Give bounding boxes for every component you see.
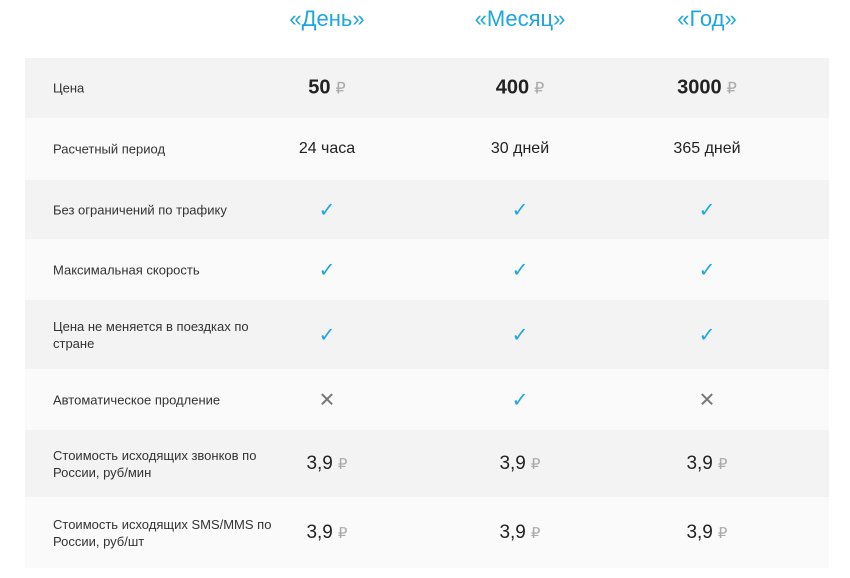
value-text: 30 дней: [490, 140, 550, 157]
cell-value: 3,9 ₽: [499, 522, 540, 544]
table-row: Стоимость исходящих SMS/MMS по России, р…: [25, 497, 829, 568]
check-icon: ✓: [318, 259, 336, 281]
cell-value: 3,9 ₽: [686, 522, 727, 544]
table-row: Расчетный период 24 часа 30 дней 365 дней: [25, 118, 829, 180]
ruble-icon: ₽: [717, 524, 728, 542]
cell-value: 50 ₽: [308, 77, 345, 100]
ruble-icon: ₽: [717, 455, 728, 473]
cell-value: 3,9 ₽: [499, 453, 540, 475]
row-label: Цена не меняется в поездках по стране: [53, 318, 249, 351]
check-icon: ✓: [511, 324, 529, 346]
value-text: 24 часа: [298, 140, 356, 157]
row-label: Стоимость исходящих SMS/MMS по России, р…: [53, 516, 272, 549]
value-text: 3,9: [306, 452, 333, 474]
table-row: Цена не меняется в поездках по стране ✓ ✓ ✓: [25, 300, 829, 369]
value-text: 3000: [677, 76, 722, 99]
ruble-icon: ₽: [534, 80, 545, 98]
check-icon: ✓: [511, 389, 529, 411]
row-label: Максимальная скорость: [53, 262, 200, 277]
plan-header-month: «Месяц»: [474, 6, 566, 31]
cross-icon: ✕: [318, 389, 336, 411]
row-label: Цена: [53, 80, 85, 96]
table-row: Без ограничений по трафику ✓ ✓ ✓: [25, 180, 829, 239]
value-text: 3,9: [686, 452, 713, 474]
table-row: Цена 50 ₽400 ₽3000 ₽: [25, 58, 829, 118]
cell-value: 24 часа: [299, 140, 355, 158]
plan-header-day: «День»: [289, 6, 365, 31]
cell-value: 400 ₽: [496, 77, 545, 100]
check-icon: ✓: [511, 199, 529, 221]
check-icon: ✓: [511, 259, 529, 281]
value-text: 3,9: [499, 521, 526, 543]
cell-value: 3,9 ₽: [686, 453, 727, 475]
ruble-icon: ₽: [530, 524, 541, 542]
cell-value: 3,9 ₽: [306, 522, 347, 544]
check-icon: ✓: [318, 199, 336, 221]
cell-value: 3000 ₽: [677, 77, 737, 100]
check-icon: ✓: [698, 259, 716, 281]
row-label: Автоматическое продление: [53, 392, 221, 407]
cell-value: 3,9 ₽: [306, 453, 347, 475]
check-icon: ✓: [698, 324, 716, 346]
table-row: Автоматическое продление ✕ ✓ ✕: [25, 369, 829, 430]
plan-header-year: «Год»: [677, 6, 737, 31]
row-label: Без ограничений по трафику: [53, 202, 227, 217]
value-text: 3,9: [499, 452, 526, 474]
table-row: Максимальная скорость ✓ ✓ ✓: [25, 239, 829, 300]
value-text: 365 дней: [673, 140, 741, 157]
value-text: 50: [308, 76, 331, 99]
cell-value: 365 дней: [673, 140, 740, 158]
row-label: Расчетный период: [53, 141, 166, 157]
ruble-icon: ₽: [530, 455, 541, 473]
value-text: 3,9: [686, 521, 713, 543]
ruble-icon: ₽: [335, 80, 346, 98]
cross-icon: ✕: [698, 389, 716, 411]
value-text: 400: [495, 76, 530, 99]
check-icon: ✓: [318, 324, 336, 346]
table-row: Стоимость исходящих звонков по России, р…: [25, 430, 829, 497]
ruble-icon: ₽: [726, 80, 737, 98]
check-icon: ✓: [698, 199, 716, 221]
ruble-icon: ₽: [337, 524, 348, 542]
row-label: Стоимость исходящих звонков по России, р…: [53, 447, 257, 480]
ruble-icon: ₽: [337, 455, 348, 473]
value-text: 3,9: [306, 521, 333, 543]
cell-value: 30 дней: [491, 140, 549, 158]
